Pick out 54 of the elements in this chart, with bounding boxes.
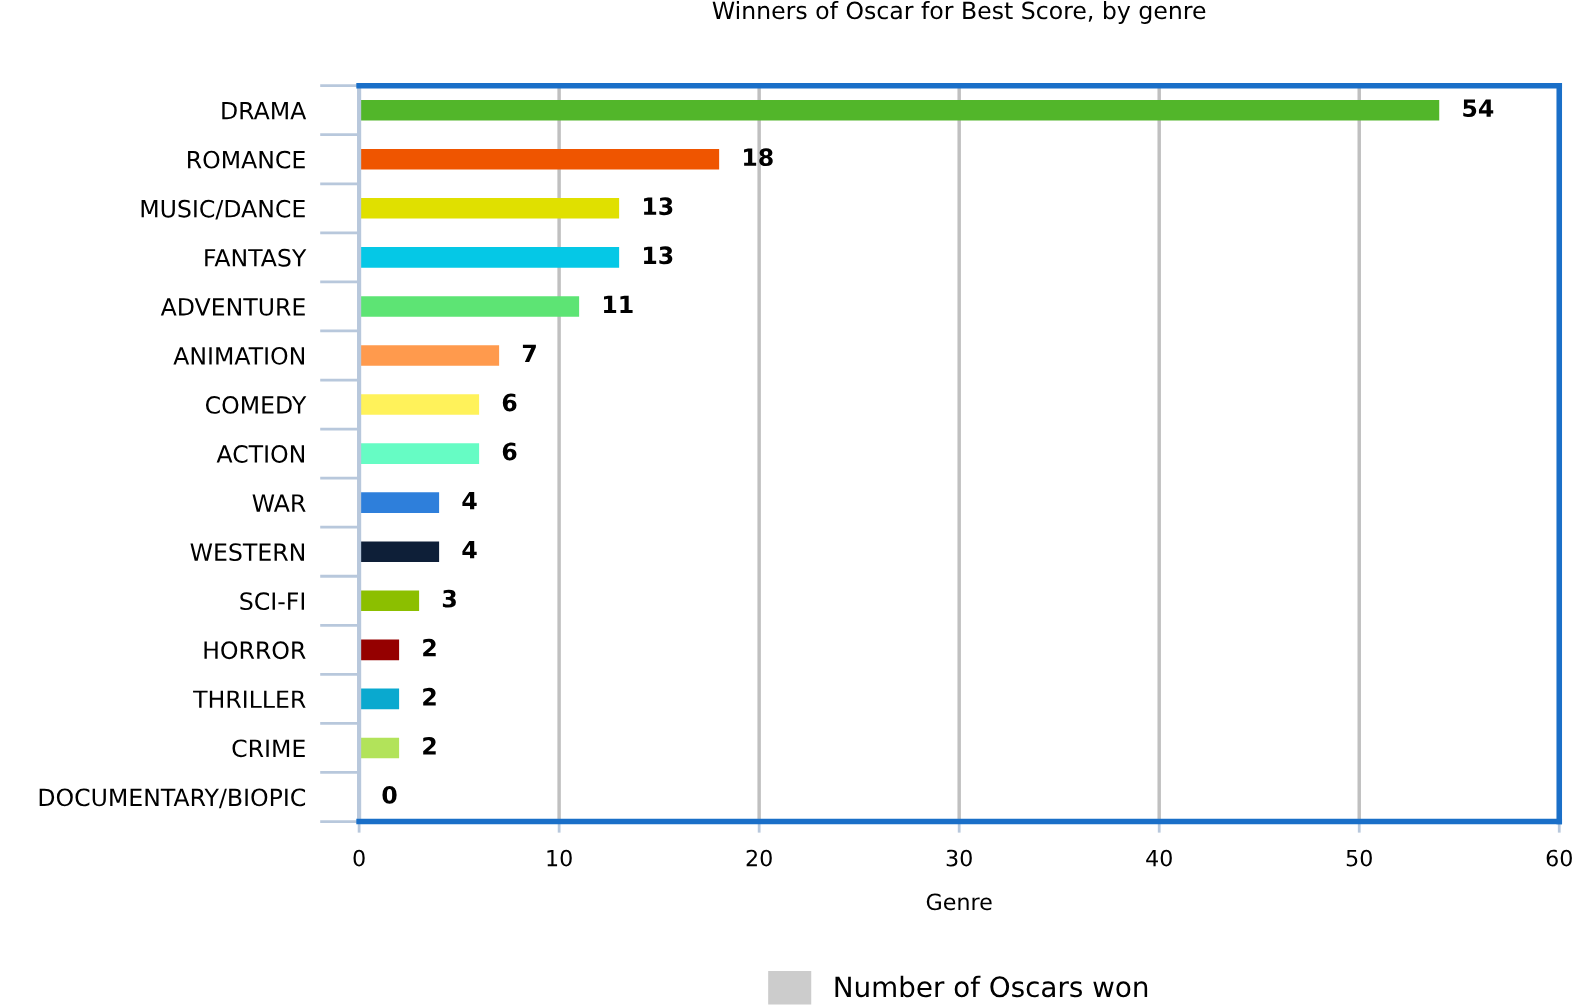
data-label: 11 xyxy=(604,295,633,313)
y-tick-label: CRIME xyxy=(232,739,305,758)
x-tick-label: 10 xyxy=(547,849,572,867)
x-tick-label: 0 xyxy=(353,849,365,867)
x-tick-label: 50 xyxy=(1346,849,1372,867)
x-tick-label: 30 xyxy=(946,849,972,867)
bar xyxy=(359,247,620,268)
y-tick-label: ACTION xyxy=(216,445,304,463)
y-tick-label: WAR xyxy=(252,494,306,512)
data-label: 7 xyxy=(522,344,536,362)
text: Number of Oscars won xyxy=(835,975,1148,998)
bar xyxy=(359,394,480,415)
bar xyxy=(359,639,400,661)
bar xyxy=(359,443,480,464)
x-tick-label: 20 xyxy=(746,849,772,867)
data-label: 13 xyxy=(644,246,673,265)
data-label: 4 xyxy=(462,541,477,559)
data-label: 2 xyxy=(423,736,436,755)
bar xyxy=(359,590,420,612)
bar xyxy=(359,198,620,219)
data-label: 4 xyxy=(462,491,477,510)
y-tick-label: DRAMA xyxy=(222,101,307,120)
bar xyxy=(359,296,580,317)
data-label: 6 xyxy=(502,393,517,412)
bar xyxy=(359,345,500,366)
y-tick-label: DOCUMENTARY/BIOPIC xyxy=(39,788,306,809)
y-tick-label: THRILLER xyxy=(193,690,306,708)
y-tick-label: FANTASY xyxy=(205,248,307,267)
data-label: 0 xyxy=(382,785,397,804)
y-tick-label: ADVENTURE xyxy=(160,298,305,316)
y-tick-label: WESTERN xyxy=(190,543,304,562)
y-tick-label: MUSIC/DANCE xyxy=(141,199,305,220)
x-tick-label: 40 xyxy=(1146,849,1172,867)
bar xyxy=(359,99,1440,121)
data-label: 2 xyxy=(423,638,436,657)
bar xyxy=(359,737,400,759)
bar xyxy=(359,492,440,513)
y-tick-label: HORROR xyxy=(204,641,306,660)
chart-title: Winners of Oscar for Best Score, by genre xyxy=(712,1,1206,24)
x-tick-label: 60 xyxy=(1546,849,1572,867)
x-axis-title: Genre xyxy=(926,893,992,911)
bar xyxy=(359,148,720,170)
bar xyxy=(359,688,400,710)
y-tick-label: SCI-FI xyxy=(240,592,304,611)
data-label: 2 xyxy=(423,687,436,706)
data-label: 54 xyxy=(1463,99,1494,118)
y-tick-label: COMEDY xyxy=(205,395,307,414)
data-label: 18 xyxy=(744,148,773,167)
data-label: 6 xyxy=(502,442,517,461)
bar xyxy=(359,541,440,563)
y-tick-label: ANIMATION xyxy=(173,346,304,365)
data-label: 3 xyxy=(442,589,456,608)
y-tick-label: ROMANCE xyxy=(188,150,305,169)
data-label: 13 xyxy=(644,197,673,216)
